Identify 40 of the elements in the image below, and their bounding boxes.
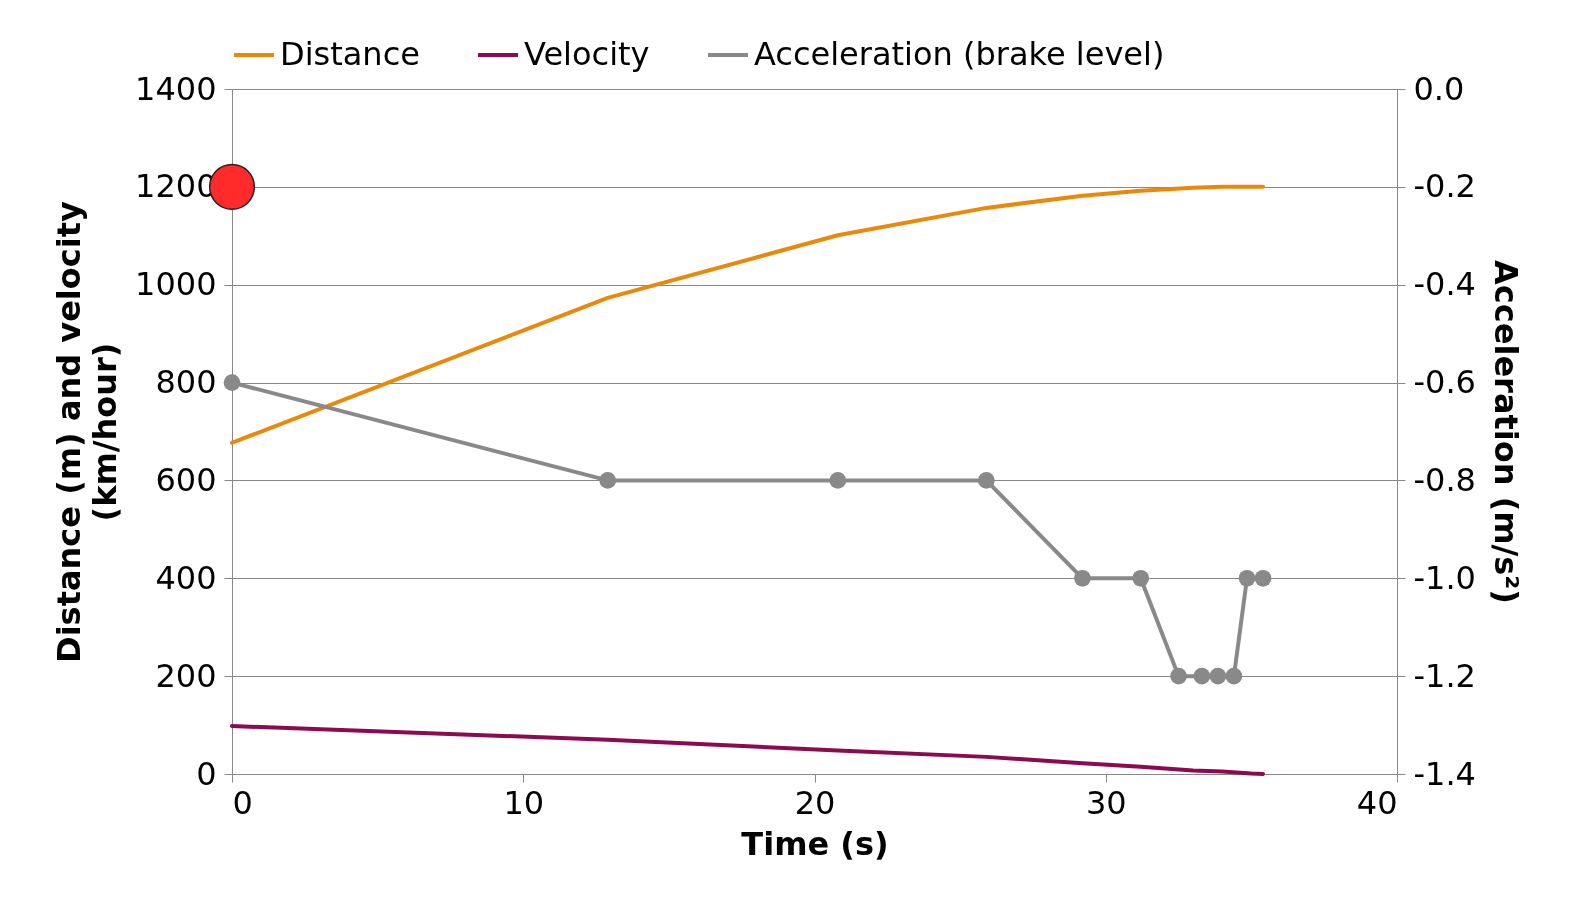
point (1254, 569, 1272, 587)
y2-tick-label: 0.0 (1413, 69, 1465, 108)
x-axis-title: Time (s) (741, 824, 889, 863)
x-tick-label: 0 (232, 783, 253, 822)
point (1193, 667, 1211, 685)
point (1209, 667, 1227, 685)
y2-tick-label: -1.4 (1413, 754, 1476, 793)
point (829, 472, 847, 489)
y2-tick-label: -0.6 (1413, 363, 1476, 402)
legend-label: Velocity (524, 35, 650, 73)
line-series (230, 184, 1266, 445)
x-tick-label: 20 (794, 783, 836, 822)
point (599, 472, 617, 489)
point (1132, 569, 1150, 587)
x-tick-label: 30 (1085, 783, 1127, 822)
legend-label: Acceleration (brake level) (754, 35, 1165, 73)
x-tick-label: 40 (1356, 783, 1398, 822)
y-tick-label: 200 (155, 656, 217, 695)
y2-tick-label: -0.2 (1413, 167, 1476, 206)
y2-tick-label: -1.0 (1413, 558, 1476, 597)
point (1074, 569, 1091, 587)
point (977, 472, 995, 489)
y2-tick-label: -0.8 (1413, 460, 1476, 499)
y-tick-label: 1000 (135, 265, 217, 304)
y2-tick-label: -0.4 (1413, 265, 1476, 304)
y-axis-title: Distance (m) and velocity (km/hour) (50, 200, 125, 663)
y-tick-label: 800 (155, 363, 217, 402)
point (1225, 667, 1243, 685)
point (1170, 667, 1187, 685)
point (223, 374, 241, 391)
y2-axis-title: Acceleration (m/s²) (1486, 260, 1525, 604)
y-tick-label: 0 (196, 754, 217, 793)
y-tick-label: 1400 (135, 69, 217, 108)
y-tick-label: 400 (155, 558, 217, 597)
legend-label: Distance (280, 35, 420, 73)
line-series (230, 724, 1266, 776)
x-tick-label: 10 (503, 783, 545, 822)
y2-tick-label: -1.2 (1413, 656, 1476, 695)
y-tick-label: 600 (155, 460, 217, 499)
point (1238, 569, 1256, 587)
